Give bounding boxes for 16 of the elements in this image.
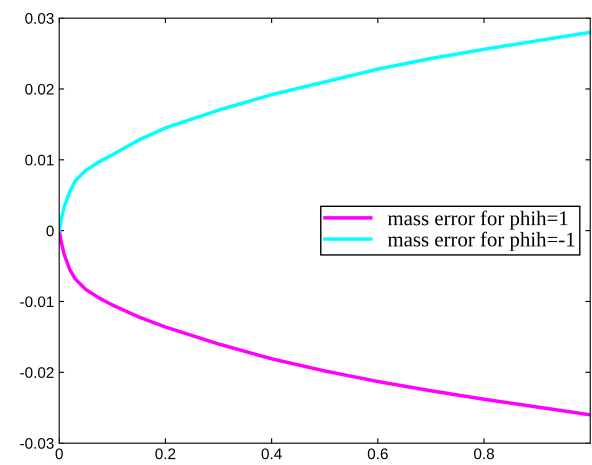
x-tick-label: 0.2 (155, 448, 176, 460)
y-tick-label: -0.02 (20, 367, 54, 378)
legend-label: mass error for phih=1 (388, 210, 568, 230)
line-series (59, 228, 590, 417)
y-tick-label: 0.01 (25, 154, 54, 166)
y-tick-label: 0.03 (25, 13, 54, 24)
line-series (59, 30, 590, 232)
legend-label: mass error for phih=-1 (388, 232, 574, 251)
x-tick-label: 0.8 (474, 448, 494, 460)
y-tick-label: 0.02 (25, 84, 54, 95)
x-tick-label: 0.6 (368, 448, 388, 460)
y-tick-label: 0 (46, 226, 54, 236)
y-tick-label: -0.03 (20, 438, 54, 449)
x-tick-label: 0.4 (262, 448, 282, 460)
y-tick-label: -0.01 (20, 296, 54, 308)
x-tick-label: 0 (56, 448, 63, 460)
